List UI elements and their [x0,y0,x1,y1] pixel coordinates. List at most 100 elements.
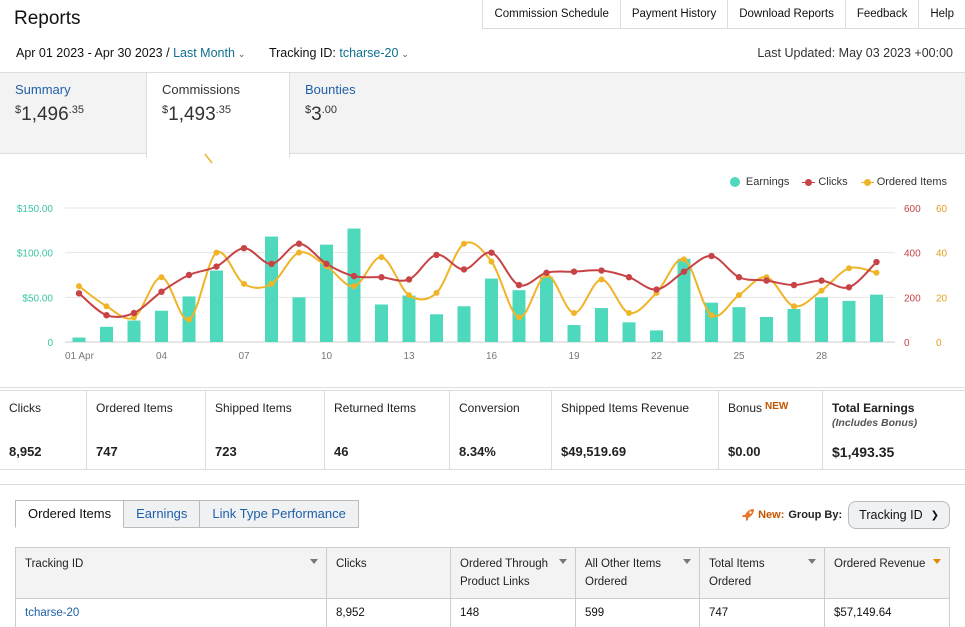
tracking-id-dropdown[interactable]: tcharse-20 ⌄ [339,46,409,60]
earnings-bar [210,270,223,342]
sort-icon [559,559,567,564]
clicks-point [515,281,523,289]
tab-link-type-performance[interactable]: Link Type Performance [200,500,359,528]
ordered-items-point [351,283,357,290]
clicks-point [735,274,743,281]
clicks-point [185,271,193,279]
stat-shipped-items-revenue: Shipped Items Revenue $49,519.69 [552,391,719,469]
col-ordered-revenue[interactable]: Ordered Revenue [824,547,950,599]
bounties-amount: $3.00 [305,104,337,125]
y-right-clicks-tick-label: 400 [904,249,921,260]
legend-earnings-swatch [729,177,740,187]
x-tick-label: 13 [403,351,415,362]
y-right-clicks-tick-label: 0 [904,338,910,349]
earnings-bar [540,276,553,342]
legend-ordered-items-swatch [860,178,874,186]
legend-earnings[interactable]: Earnings [729,176,789,188]
tab-summary[interactable]: Summary $1,496.35 [0,73,146,154]
y-left-tick-label: $100.00 [17,249,54,260]
date-preset-dropdown[interactable]: Last Month ⌄ [173,46,246,60]
cell-all-other-items: 599 [575,598,700,627]
group-by-select[interactable]: Tracking ID ❯ [848,501,950,529]
nav-payment-history[interactable]: Payment History [621,0,729,28]
clicks-point [708,252,715,260]
active-tab-caret-icon [204,153,213,164]
clicks-point [543,269,550,276]
chart-legend: Earnings Clicks Ordered Items [716,176,947,188]
tab-bounties[interactable]: Bounties $3.00 [290,73,450,154]
earnings-bar [72,337,86,342]
x-tick-label: 25 [733,351,745,362]
x-tick-label: 04 [156,351,168,362]
ordered-items-point [461,240,467,247]
earnings-bar [787,308,801,342]
earnings-bar [375,304,388,342]
ordered-items-point [433,289,440,296]
ordered-items-point [378,254,385,261]
y-left-tick-label: $50.00 [22,293,53,304]
nav-help[interactable]: Help [930,8,954,20]
ordered-items-point [681,256,687,263]
clicks-point [845,284,853,291]
clicks-point [790,281,798,289]
clicks-point [680,268,688,275]
tab-commissions[interactable]: Commissions $1,493.35 [146,73,290,158]
earnings-bar [842,300,856,342]
y-right-items-tick-label: 20 [936,293,948,304]
earnings-bar [100,326,113,342]
col-ordered-through-product-links[interactable]: Ordered Through Product Links [450,547,576,599]
earnings-bar [127,320,141,342]
clicks-point [433,251,440,259]
nav-download-reports[interactable]: Download Reports [728,0,846,28]
nav-feedback[interactable]: Feedback [846,0,920,28]
clicks-point [405,276,413,283]
earnings-bar [265,236,278,342]
col-tracking-id[interactable]: Tracking ID [15,547,327,599]
tab-ordered-items[interactable]: Ordered Items [15,500,125,528]
x-tick-label: 10 [321,351,333,362]
stat-conversion: Conversion 8.34% [450,391,552,469]
earnings-bar [155,310,168,342]
cell-tracking-id[interactable]: tcharse-20 [15,598,327,627]
earnings-bar [650,330,663,342]
tab-earnings[interactable]: Earnings [124,500,201,528]
earnings-bar [402,295,416,342]
earnings-bar [485,278,498,342]
chevron-down-icon: ⌄ [237,49,246,59]
ordered-items-point [488,258,495,265]
sort-icon [683,559,691,564]
chevron-down-icon: ❯ [930,509,939,521]
x-tick-label: 22 [651,351,663,362]
cell-total-items: 747 [699,598,825,627]
top-nav: Commission Schedule Payment History Down… [482,0,965,29]
rocket-icon [742,509,755,521]
stat-ordered-items: Ordered Items 747 [87,391,206,469]
col-clicks[interactable]: Clicks [326,547,451,599]
group-by-new-label: New: [758,509,785,521]
cell-clicks: 8,952 [326,598,451,627]
earnings-chart: 0 0 0 $50.00 200 20 $100.00 400 40 $150.00 600 60 01… [0,154,965,388]
nav-commission-schedule[interactable]: Commission Schedule [483,0,621,28]
sort-icon [808,559,816,564]
clicks-point [295,240,303,247]
clicks-point [763,277,770,284]
clicks-point [268,260,275,268]
report-table-panel: Ordered Items Earnings Link Type Perform… [0,484,965,627]
stat-clicks: Clicks 8,952 [0,391,87,469]
tab-bounties-label: Bounties [305,82,356,97]
clicks-point [873,258,880,266]
legend-ordered-items[interactable]: Ordered Items [860,176,947,188]
chevron-down-icon: ⌄ [401,49,409,59]
ordered-items-point [406,292,412,299]
tab-commissions-label: Commissions [162,82,241,97]
clicks-point [378,274,385,281]
cell-ordered-revenue: $57,149.64 [824,598,950,627]
table-row: tcharse-20 8,952 148 599 747 $57,149.64 [15,598,950,627]
col-all-other-items-ordered[interactable]: All Other Items Ordered [575,547,700,599]
col-total-items-ordered[interactable]: Total Items Ordered [699,547,825,599]
ordered-items-point [736,292,742,299]
legend-clicks[interactable]: Clicks [802,176,848,188]
earnings-bar [457,306,471,342]
stats-panel: Clicks 8,952 Ordered Items 747 Shipped I… [0,390,965,470]
clicks-point [488,249,495,256]
